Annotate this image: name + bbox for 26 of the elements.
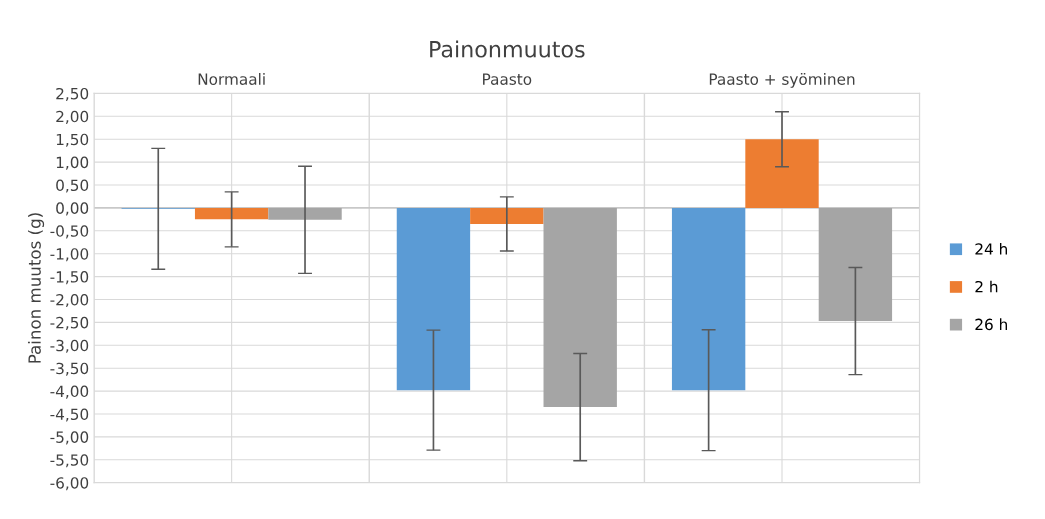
y-tick-label: -5,00	[50, 431, 89, 445]
y-tick-label: -6,00	[50, 477, 89, 491]
x-tick-label: Normaali	[198, 73, 265, 85]
x-tick-label: Paasto + syöminen	[709, 73, 855, 88]
y-tick-label: 2,50	[56, 87, 89, 101]
y-tick-label: -4,50	[50, 408, 89, 422]
y-axis-title: Painon muutos (g)	[27, 213, 45, 363]
y-tick-label: -5,50	[50, 454, 89, 468]
y-tick-label: -2,00	[50, 293, 89, 308]
y-tick-label: -2,50	[50, 316, 89, 330]
y-tick-label: -0,50	[50, 225, 89, 239]
y-tick-label: 0,00	[56, 202, 89, 216]
y-tick-label: -1,00	[50, 248, 89, 262]
y-tick-label: -3,00	[50, 339, 89, 353]
y-tick-label: 1,50	[56, 133, 89, 147]
y-tick-label: -1,50	[50, 271, 89, 285]
legend-label: 2 h	[975, 280, 998, 293]
legend-label: 26 h	[975, 318, 1007, 331]
chart-title: Painonmuutos	[430, 40, 585, 58]
legend-label: 24 h	[975, 242, 1007, 255]
x-tick-label: Paasto	[483, 73, 532, 85]
y-tick-label: -4,00	[50, 385, 89, 399]
y-tick-label: 0,50	[56, 179, 89, 193]
y-tick-label: 1,00	[56, 156, 89, 170]
y-tick-label: -3,50	[50, 362, 89, 376]
y-tick-label: 2,00	[56, 110, 89, 124]
